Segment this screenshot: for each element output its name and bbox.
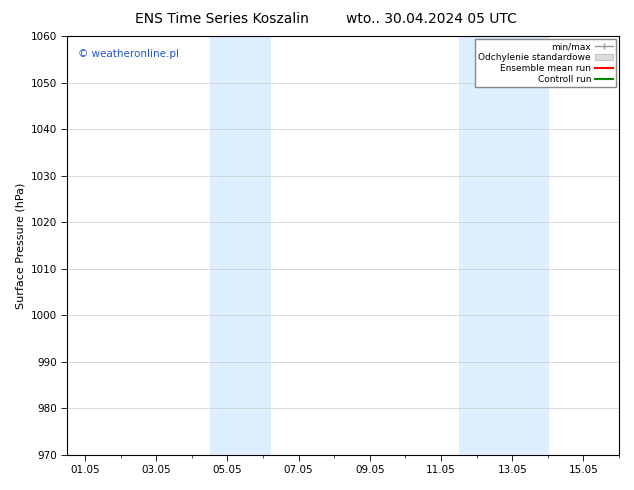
Text: © weatheronline.pl: © weatheronline.pl xyxy=(78,49,179,59)
Bar xyxy=(459,36,548,455)
Text: ENS Time Series Koszalin: ENS Time Series Koszalin xyxy=(135,12,309,26)
Y-axis label: Surface Pressure (hPa): Surface Pressure (hPa) xyxy=(15,182,25,309)
Text: wto.. 30.04.2024 05 UTC: wto.. 30.04.2024 05 UTC xyxy=(346,12,517,26)
Legend: min/max, Odchylenie standardowe, Ensemble mean run, Controll run: min/max, Odchylenie standardowe, Ensembl… xyxy=(475,39,616,88)
Bar xyxy=(210,36,270,455)
